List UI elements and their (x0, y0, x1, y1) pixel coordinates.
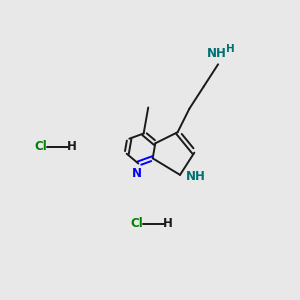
Text: NH: NH (185, 170, 205, 183)
Text: H: H (67, 140, 76, 154)
Text: NH: NH (207, 47, 226, 60)
Text: H: H (226, 44, 235, 54)
Text: N: N (132, 167, 142, 180)
Text: Cl: Cl (130, 217, 143, 230)
Text: Cl: Cl (34, 140, 47, 154)
Text: H: H (163, 217, 172, 230)
